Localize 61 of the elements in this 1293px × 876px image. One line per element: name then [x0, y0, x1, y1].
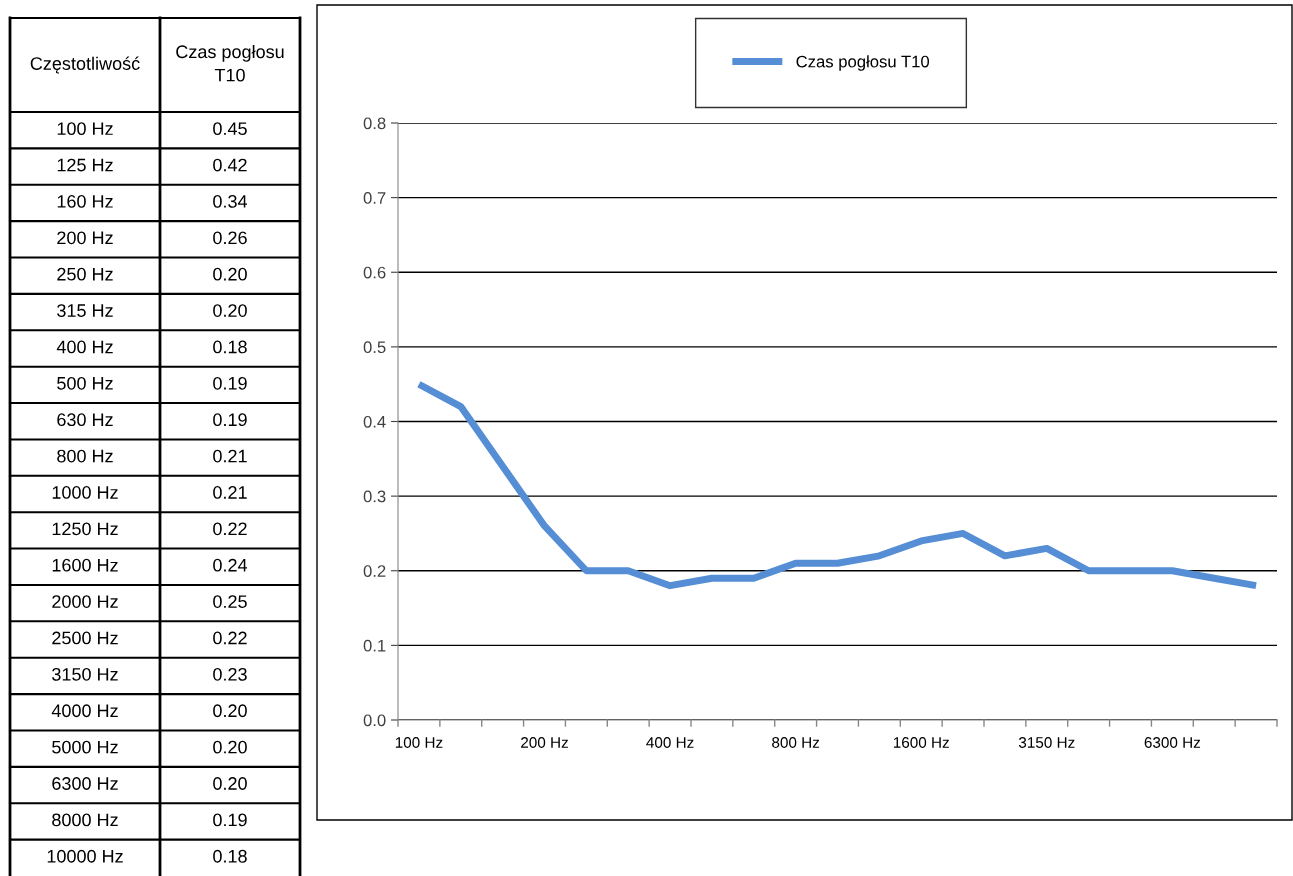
- text: 0.25: [213, 595, 247, 608]
- y-tick-label: 0.4: [363, 415, 386, 428]
- text: 10000 Hz: [47, 849, 123, 863]
- y-tick-label: 0.2: [363, 565, 386, 577]
- text: 1000 Hz: [52, 486, 118, 499]
- text: 0.20: [213, 777, 247, 790]
- x-tick-label: 400 Hz: [646, 737, 694, 748]
- text: 160 Hz: [57, 195, 113, 208]
- text: 250 Hz: [57, 267, 113, 281]
- text: 0.21: [213, 449, 247, 463]
- text: 630 Hz: [57, 413, 113, 427]
- text: 800 Hz: [57, 449, 113, 463]
- text: 0.22: [213, 631, 247, 645]
- text: 2000 Hz: [52, 595, 118, 608]
- x-tick-label: 6300 Hz: [1144, 737, 1201, 748]
- x-tick-label: 200 Hz: [521, 737, 568, 748]
- text: 0.20: [213, 304, 247, 317]
- y-tick-label: 0.3: [363, 490, 386, 503]
- text: 6300 Hz: [52, 777, 118, 790]
- text: 0.45: [213, 122, 247, 136]
- text: 100 Hz: [57, 122, 113, 136]
- text: 2500 Hz: [52, 631, 118, 645]
- y-tick-label: 0.5: [363, 341, 386, 354]
- y-tick-label: 0.7: [363, 192, 386, 204]
- text: 0.18: [213, 340, 247, 354]
- text: 315 Hz: [57, 304, 113, 317]
- text: 0.24: [213, 558, 248, 572]
- text: 1250 Hz: [52, 522, 118, 536]
- text: 0.42: [213, 158, 247, 172]
- text: 8000 Hz: [52, 813, 118, 827]
- x-tick-label: 100 Hz: [395, 737, 443, 748]
- text: 0.20: [213, 740, 247, 754]
- y-tick-label: 0.8: [363, 117, 386, 130]
- text: 4000 Hz: [51, 704, 118, 718]
- x-tick-label: 800 Hz: [772, 737, 820, 748]
- text: 500 Hz: [57, 376, 113, 390]
- text: 1600 Hz: [52, 558, 118, 572]
- text: Czas pogłosu T10: [176, 44, 284, 82]
- legend-label: Czas pogłosu T10: [796, 55, 930, 71]
- text: 0.20: [213, 704, 247, 718]
- text: 0.19: [213, 376, 247, 390]
- text: 0.22: [213, 522, 247, 536]
- text: 0.23: [213, 667, 247, 681]
- text: 3150 Hz: [52, 667, 118, 681]
- y-tick-label: 0.6: [363, 266, 386, 279]
- x-tick-label: 1600 Hz: [893, 737, 949, 748]
- text: 400 Hz: [56, 340, 113, 354]
- x-tick-label: 3150 Hz: [1018, 737, 1075, 748]
- text: 0.20: [213, 267, 247, 281]
- text: 5000 Hz: [52, 740, 118, 754]
- text: 200 Hz: [57, 231, 113, 245]
- text: 0.19: [213, 413, 247, 427]
- text: 0.26: [213, 231, 247, 245]
- text: 0.18: [213, 849, 247, 863]
- text: 0.34: [213, 195, 248, 208]
- text: Częstotliwość: [30, 56, 140, 74]
- y-tick-label: 0.1: [363, 639, 386, 652]
- text: 0.21: [213, 486, 247, 499]
- text: 125 Hz: [57, 158, 113, 172]
- text: 0.19: [213, 813, 247, 827]
- y-tick-label: 0.0: [363, 714, 386, 727]
